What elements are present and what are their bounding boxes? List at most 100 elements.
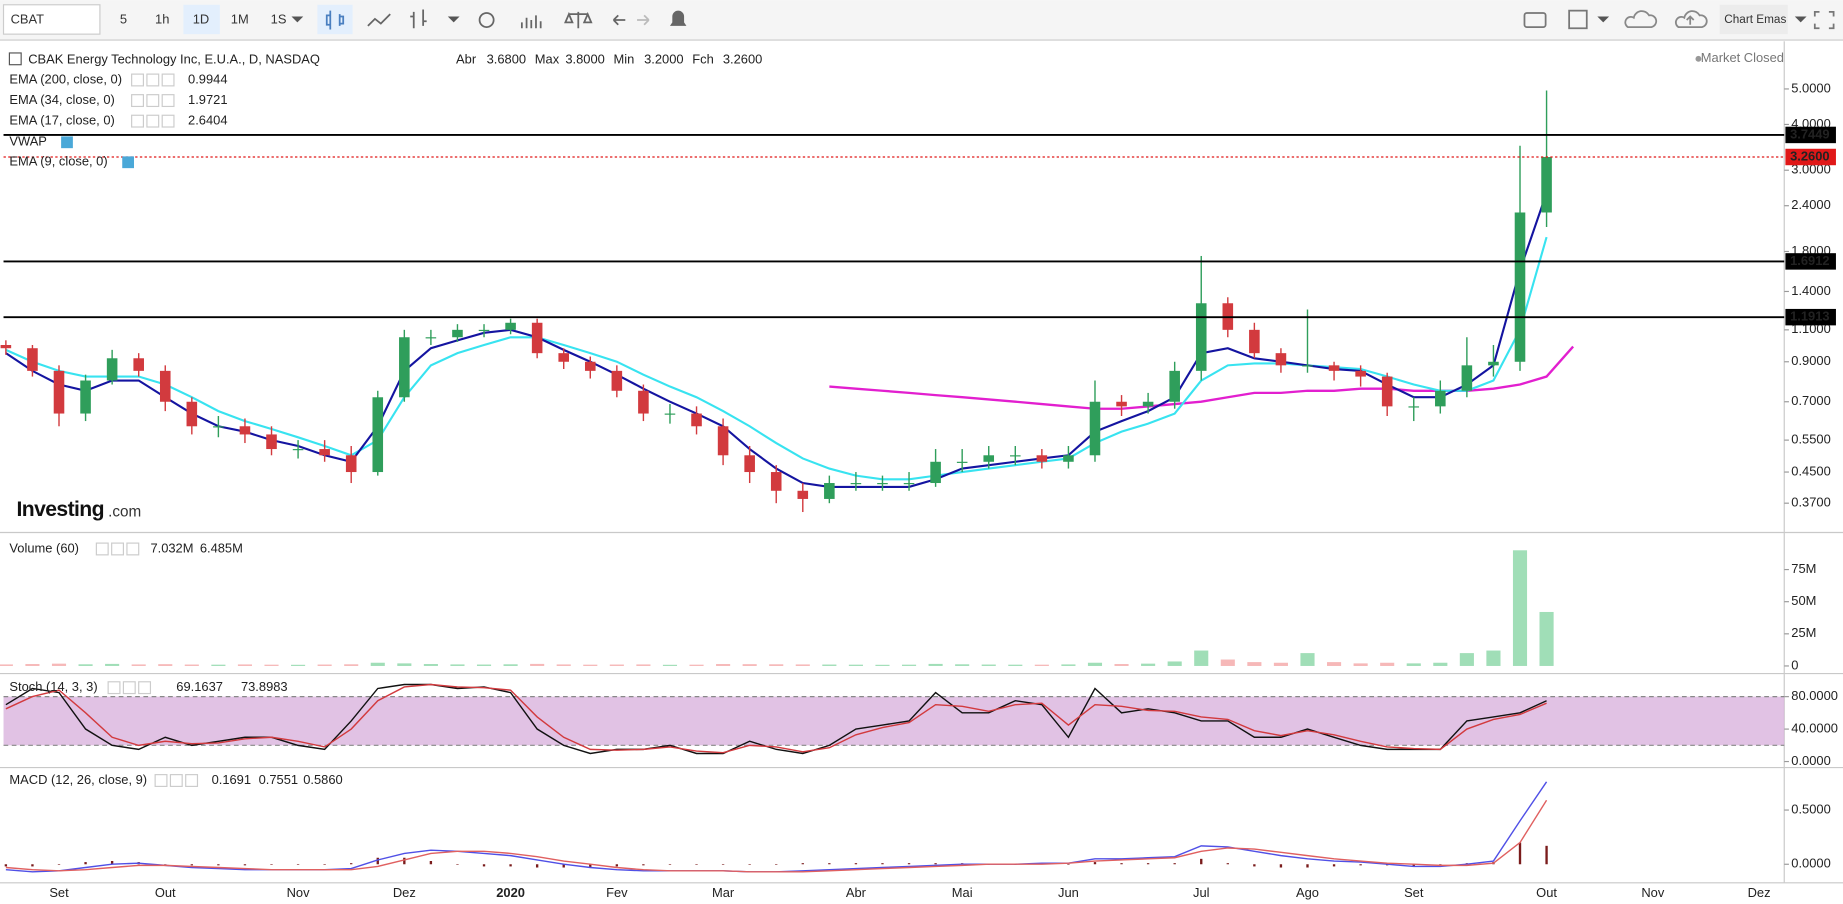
histogram-bar [907,863,911,865]
visibility-icon[interactable] [61,136,73,149]
undo-icon[interactable] [612,14,626,26]
candle-body [930,461,941,484]
indicators-icon[interactable] [520,15,542,29]
legend-icon[interactable] [146,94,160,108]
legend-icon[interactable] [126,542,140,556]
volume-bar [689,664,704,666]
line-icon[interactable] [367,13,391,27]
candle-body [1435,390,1446,407]
candle-body [850,483,862,485]
legend-icon[interactable] [95,542,109,556]
interval-button[interactable]: 1h [155,11,169,26]
legend-icon[interactable] [154,774,168,787]
volume-bar [1539,611,1554,666]
quote-label: Abr [456,51,477,66]
candle-body [1328,365,1340,371]
price-tag-label: 1.6912 [1790,253,1829,268]
histogram-bar [1412,864,1415,867]
volume-bar [1380,662,1395,666]
y-tick-label: 0.9000 [1791,353,1830,368]
legend-icon[interactable] [138,681,152,695]
volume-bar [901,664,917,666]
legend-icon[interactable] [185,774,199,787]
y-tick-label: 3.0000 [1791,162,1830,177]
settings-icon[interactable] [478,12,495,28]
legend-icon[interactable] [122,681,136,695]
legend-icon[interactable] [107,681,121,695]
legend-icon[interactable] [146,114,160,128]
color-icon[interactable] [1568,9,1588,30]
y-tick-label: 0.0000 [1791,753,1830,768]
x-tick-label: Dez [1748,885,1771,900]
y-tick-label: 50M [1791,593,1816,608]
dropdown-arrow[interactable] [447,16,460,23]
volume-bar [955,664,970,666]
price-tag [1785,253,1836,270]
pane-title: MACD (12, 26, close, 9) [9,772,147,787]
alert-icon[interactable] [669,10,687,26]
dropdown-arrow[interactable] [1597,16,1610,23]
interval-button[interactable]: 1D [193,11,210,26]
dropdown-arrow[interactable] [291,16,304,23]
volume-bar [1300,653,1315,666]
candle-body [213,426,224,428]
cloud-load-icon[interactable] [1624,10,1658,28]
symbol: CBAT [11,11,45,26]
redo-icon[interactable] [637,14,650,26]
candle-body [1036,455,1048,462]
histogram-bar [1093,862,1097,865]
quote-value: 3.2000 [644,51,683,66]
histogram-bar [456,864,459,865]
legend-value: 69.1637 [176,679,223,694]
candle-body [824,483,835,499]
interval-button[interactable]: 5 [120,11,127,26]
interval-active-bg [183,4,220,35]
interval-button[interactable]: 1M [231,11,249,26]
cloud-save-icon[interactable] [1674,10,1708,28]
layout-button[interactable] [1719,4,1788,35]
legend-icon[interactable] [161,114,175,128]
legend-icon[interactable] [161,73,175,87]
legend-icon[interactable] [146,73,160,87]
legend-icon[interactable] [131,114,144,128]
legend-icon[interactable] [131,94,144,108]
histogram-bar [642,864,645,866]
compare-icon[interactable] [564,11,593,29]
histogram-bar [854,863,858,865]
histogram-bar [1200,858,1203,865]
bar-icon[interactable] [410,9,427,29]
symbol-input[interactable] [2,4,101,35]
histogram-bar [217,864,220,866]
visibility-icon[interactable] [122,156,134,169]
fullscreen-icon[interactable] [1813,10,1835,30]
legend-icon[interactable] [161,94,175,108]
candle-body [239,426,251,435]
candle-body [106,358,118,381]
volume-bar [1008,664,1023,666]
quote-value: 3.6800 [487,51,526,66]
x-tick-label: Abr [846,885,867,900]
volume-bar [78,664,93,666]
volume-bar [530,663,545,666]
histogram-bar [1146,863,1150,865]
dropdown-arrow[interactable] [1794,16,1807,23]
interval-button[interactable]: 1S [271,11,287,26]
histogram-bar [1067,864,1070,865]
indicator-value: 1.9721 [188,92,227,107]
quote-label: Max [535,51,560,66]
tool-icons [317,4,1835,35]
legend-icon[interactable] [131,73,144,87]
candle-body [1169,370,1180,402]
y-tick-label: 0.3700 [1791,495,1830,510]
legend-icon[interactable] [111,542,125,556]
histogram-bar [84,862,87,865]
histogram-bar [695,864,698,865]
candle-body [903,483,915,485]
collapse-icon[interactable] [8,52,22,66]
camera-icon[interactable] [1523,12,1547,28]
chart-type-button[interactable] [317,4,353,35]
legend-icon[interactable] [169,774,183,787]
indicator-name: EMA (200, close, 0) [9,71,122,86]
candle-body [1302,365,1313,367]
histogram-bar [190,864,193,866]
